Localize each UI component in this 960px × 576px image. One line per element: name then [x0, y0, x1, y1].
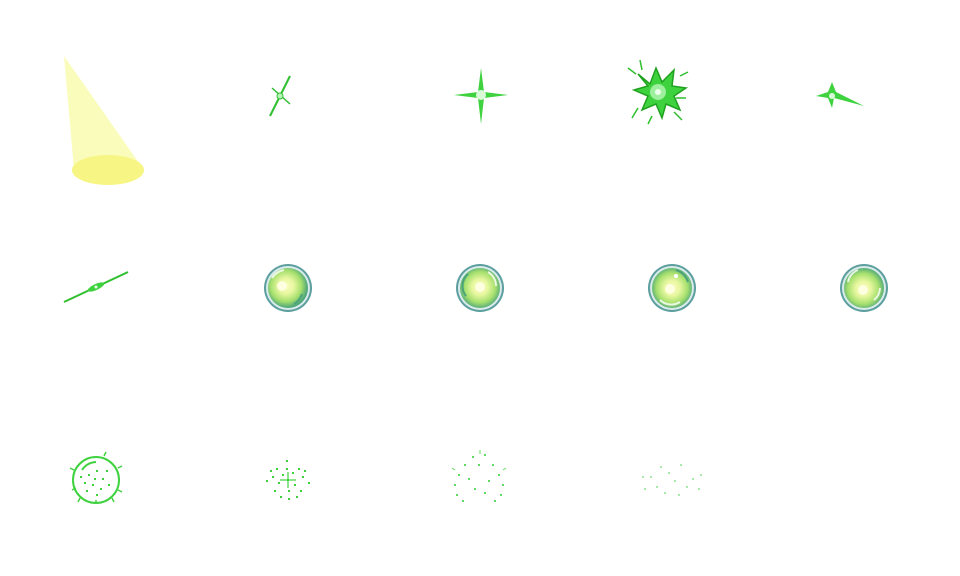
scatter-faint-icon — [642, 464, 702, 496]
burst-icon — [627, 59, 689, 125]
frame-13-scatter-medium — [384, 384, 576, 576]
frame-9-orb — [576, 192, 768, 384]
small-star-icon — [816, 82, 864, 108]
frame-1-spotlight — [0, 0, 192, 192]
frame-3-four-point-star — [384, 0, 576, 192]
frame-12-scatter-dense — [192, 384, 384, 576]
frame-2-thin-sparkle — [192, 0, 384, 192]
four-point-star-icon — [454, 68, 508, 124]
streak-icon — [63, 271, 129, 303]
frame-6-streak — [0, 192, 192, 384]
spotlight-icon — [64, 56, 144, 185]
shattering-orb-icon — [69, 451, 123, 504]
orb-icon — [648, 264, 696, 312]
frame-4-burst — [576, 0, 768, 192]
orb-icon — [840, 264, 888, 312]
frame-15-empty — [768, 384, 960, 576]
scatter-medium-icon — [451, 450, 507, 502]
scatter-dense-icon — [266, 460, 310, 500]
frame-11-shattering-orb — [0, 384, 192, 576]
thin-sparkle-icon — [269, 75, 291, 117]
frame-10-orb — [768, 192, 960, 384]
frame-8-orb — [384, 192, 576, 384]
orb-icon — [264, 264, 312, 312]
frame-5-small-star — [768, 0, 960, 192]
orb-icon — [456, 264, 504, 312]
frame-7-orb — [192, 192, 384, 384]
frame-14-scatter-faint — [576, 384, 768, 576]
